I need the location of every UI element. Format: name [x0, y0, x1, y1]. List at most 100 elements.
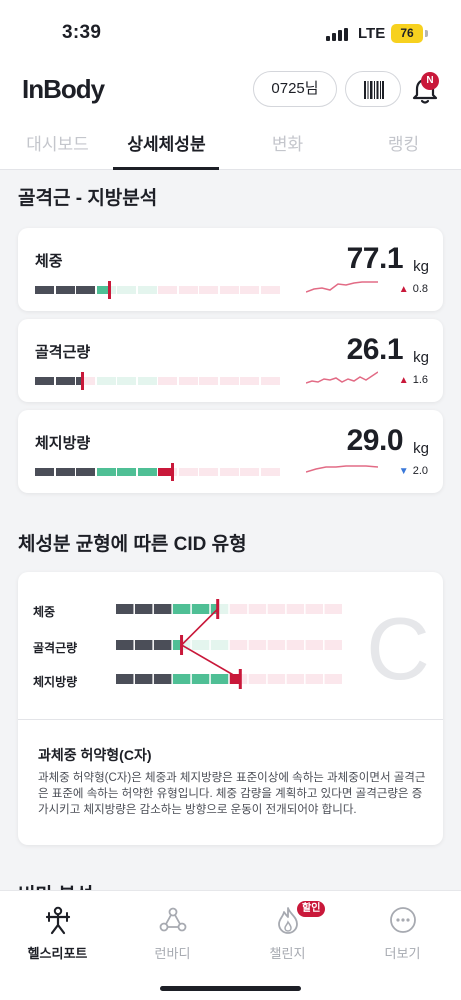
metric-card-body-fat[interactable]: 체지방량 29.0 kg ▼ 2.0	[18, 410, 443, 493]
bar-segment	[260, 468, 280, 476]
cid-bar-segment	[305, 640, 324, 650]
bar-segment	[260, 377, 280, 385]
cid-bar-segment	[305, 674, 324, 684]
cid-bar-segment	[286, 640, 305, 650]
metric-unit: kg	[413, 258, 429, 275]
bar-segment	[76, 286, 96, 294]
delta-down-icon: ▼	[398, 466, 409, 477]
trend-sparkline	[306, 371, 378, 384]
bar-segment	[178, 377, 198, 385]
cid-bar-segment	[116, 640, 134, 650]
bar-segment	[178, 286, 198, 294]
cid-bar-segment	[134, 674, 153, 684]
bar-segment	[219, 468, 239, 476]
trend-sparkline	[306, 281, 378, 293]
bar-segment	[178, 468, 198, 476]
cid-bar-segment	[248, 640, 267, 650]
section-title-cid: 체성분 균형에 따른 CID 유형	[18, 534, 247, 555]
cid-bar-segment	[181, 640, 191, 650]
metric-card-weight[interactable]: 체중 77.1 kg ▲ 0.8	[18, 228, 443, 311]
bar-segment	[219, 377, 239, 385]
bar-segment	[117, 286, 137, 294]
cid-bar-segment	[240, 674, 248, 684]
signal-icon	[326, 28, 348, 41]
metric-unit: kg	[413, 349, 429, 366]
cid-row-label-weight: 체중	[33, 605, 56, 619]
sale-badge: 할인	[297, 901, 326, 917]
health-report-icon	[45, 906, 70, 935]
cid-bar-segment	[134, 640, 153, 650]
bar-segment	[158, 286, 178, 294]
cid-bar-segment	[210, 674, 229, 684]
cid-bar-segment	[172, 604, 191, 614]
cid-bar-segment	[324, 604, 342, 614]
bar-segment	[96, 286, 116, 294]
tab-change[interactable]: 변화	[271, 135, 304, 154]
bar-segment	[35, 468, 55, 476]
nav-runbody[interactable]: 런바디	[115, 905, 230, 962]
cid-bar-segment	[267, 640, 286, 650]
bar-segment	[96, 377, 116, 385]
bar-segment	[158, 468, 178, 476]
cid-bar-segment	[324, 640, 342, 650]
active-tab-indicator	[113, 167, 219, 170]
runbody-icon	[159, 907, 186, 932]
trend-sparkline	[306, 465, 378, 473]
bar-segment	[199, 468, 219, 476]
cid-connector-line	[180, 608, 241, 680]
bar-segment	[219, 286, 239, 294]
bar-segment	[35, 286, 55, 294]
bar-segment	[76, 468, 96, 476]
nav-challenge[interactable]: 할인 챌린지	[230, 901, 345, 962]
cid-bar-segment	[229, 604, 248, 614]
notification-badge: N	[421, 72, 439, 90]
metric-card-skeletal-muscle[interactable]: 골격근량 26.1 kg ▲ 1.6	[18, 319, 443, 402]
cid-bar-segment	[191, 640, 210, 650]
status-bar: 3:39 LTE 76	[0, 0, 461, 62]
bar-marker	[107, 281, 111, 299]
status-time: 3:39	[62, 22, 102, 43]
bar-segment	[260, 286, 280, 294]
metric-delta: ▼ 2.0	[398, 465, 428, 477]
cid-bar-segment	[210, 640, 229, 650]
tab-bar: 대시보드 상세체성분 변화 랭킹	[0, 118, 461, 170]
nav-more[interactable]: 더보기	[345, 905, 460, 962]
challenge-flame-icon	[277, 907, 298, 934]
cid-bar-segment	[172, 640, 182, 650]
bar-segment	[76, 377, 96, 385]
network-label: LTE	[358, 25, 386, 42]
tab-ranking[interactable]: 랭킹	[387, 135, 420, 154]
nav-label: 런바디	[154, 946, 191, 961]
bar-segment	[137, 468, 157, 476]
tab-detailed-composition[interactable]: 상세체성분	[127, 135, 206, 154]
cid-bar-segment	[116, 674, 134, 684]
cid-bar-segment	[153, 640, 172, 650]
user-button[interactable]: 0725님	[253, 71, 337, 107]
metric-unit: kg	[413, 440, 429, 457]
metric-value: 77.1	[346, 242, 404, 275]
cid-card: 체중 골격근량 체지방량 C 과체중 허약형(C자) 과체중 허약형(C자)은 …	[18, 572, 443, 845]
cid-bar-segment	[116, 604, 134, 614]
cid-type-description: 과체중 허약형(C자)은 체중과 체지방량은 표준이상에 속하는 과체중이면서 …	[38, 772, 426, 816]
cid-type-title: 과체중 허약형(C자)	[38, 747, 152, 763]
cid-bar-segment	[191, 674, 210, 684]
metric-delta: ▲ 0.8	[398, 283, 428, 295]
cid-bar-segment	[324, 674, 342, 684]
cid-bar-segment	[191, 604, 210, 614]
barcode-button[interactable]	[345, 71, 401, 107]
nav-health-report[interactable]: 헬스리포트	[0, 905, 115, 962]
metric-bar	[35, 372, 280, 390]
metric-name: 체지방량	[35, 435, 91, 452]
cid-row-label-muscle: 골격근량	[33, 641, 78, 655]
cid-bar-segment	[153, 674, 172, 684]
tab-dashboard[interactable]: 대시보드	[26, 135, 89, 154]
cid-bar-segment	[210, 604, 218, 614]
nav-label: 챌린지	[269, 946, 306, 961]
cid-divider	[18, 719, 443, 720]
bar-segment	[55, 377, 75, 385]
bar-segment	[35, 377, 55, 385]
cid-balance-chart	[116, 599, 342, 689]
bar-segment	[240, 468, 260, 476]
cid-bar-segment	[229, 674, 241, 684]
cid-bar-segment	[305, 604, 324, 614]
